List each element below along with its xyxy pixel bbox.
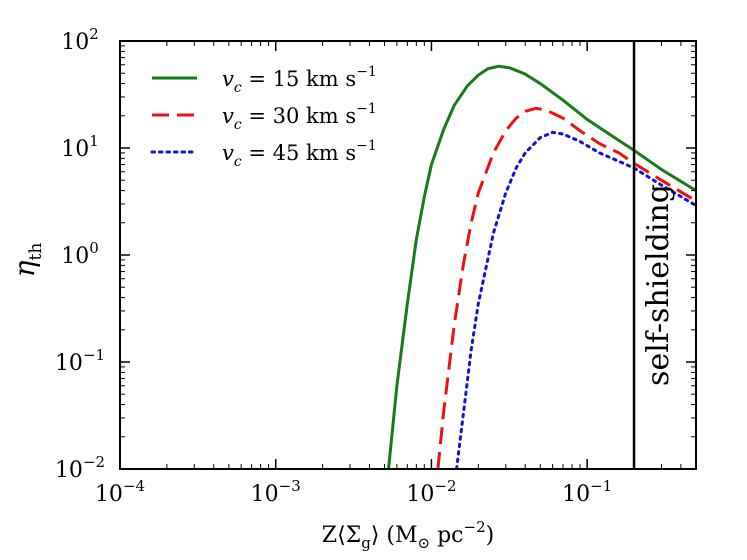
self-shielding-label: self-shielding [641,184,676,386]
y-tick-label: 10−1 [55,346,105,376]
x-tick-label: 10−4 [95,477,145,507]
legend-label-3: vc = 45 km s−1 [222,138,377,170]
axis-labels: Z⟨Σg⟩ (M⊙ pc−2) ηth [8,243,494,552]
series-line-3 [455,130,696,469]
y-axis-label: ηth [8,243,46,278]
x-tick-label: 10−3 [251,477,301,507]
x-tick-label: 10−2 [406,477,456,507]
legend: vc = 15 km s−1 vc = 30 km s−1 vc = 45 km s… [150,64,377,170]
series-line-1 [387,64,696,469]
y-tick-label: 100 [61,239,99,269]
axes: 10−4 10−3 10−2 10−1 10−2 10−1 100 101 102 [55,25,697,507]
legend-label-1: vc = 15 km s−1 [222,64,377,96]
y-tick-label: 101 [61,132,99,162]
x-tick-label: 10−1 [562,477,612,507]
plot-area: self-shielding [387,41,696,469]
plot-frame [119,40,697,470]
y-tick-label: 10−2 [55,453,105,483]
y-tick-label: 102 [61,25,99,55]
x-axis-label: Z⟨Σg⟩ (M⊙ pc−2) [322,518,494,552]
series-line-2 [436,106,696,469]
legend-label-2: vc = 30 km s−1 [222,101,377,133]
